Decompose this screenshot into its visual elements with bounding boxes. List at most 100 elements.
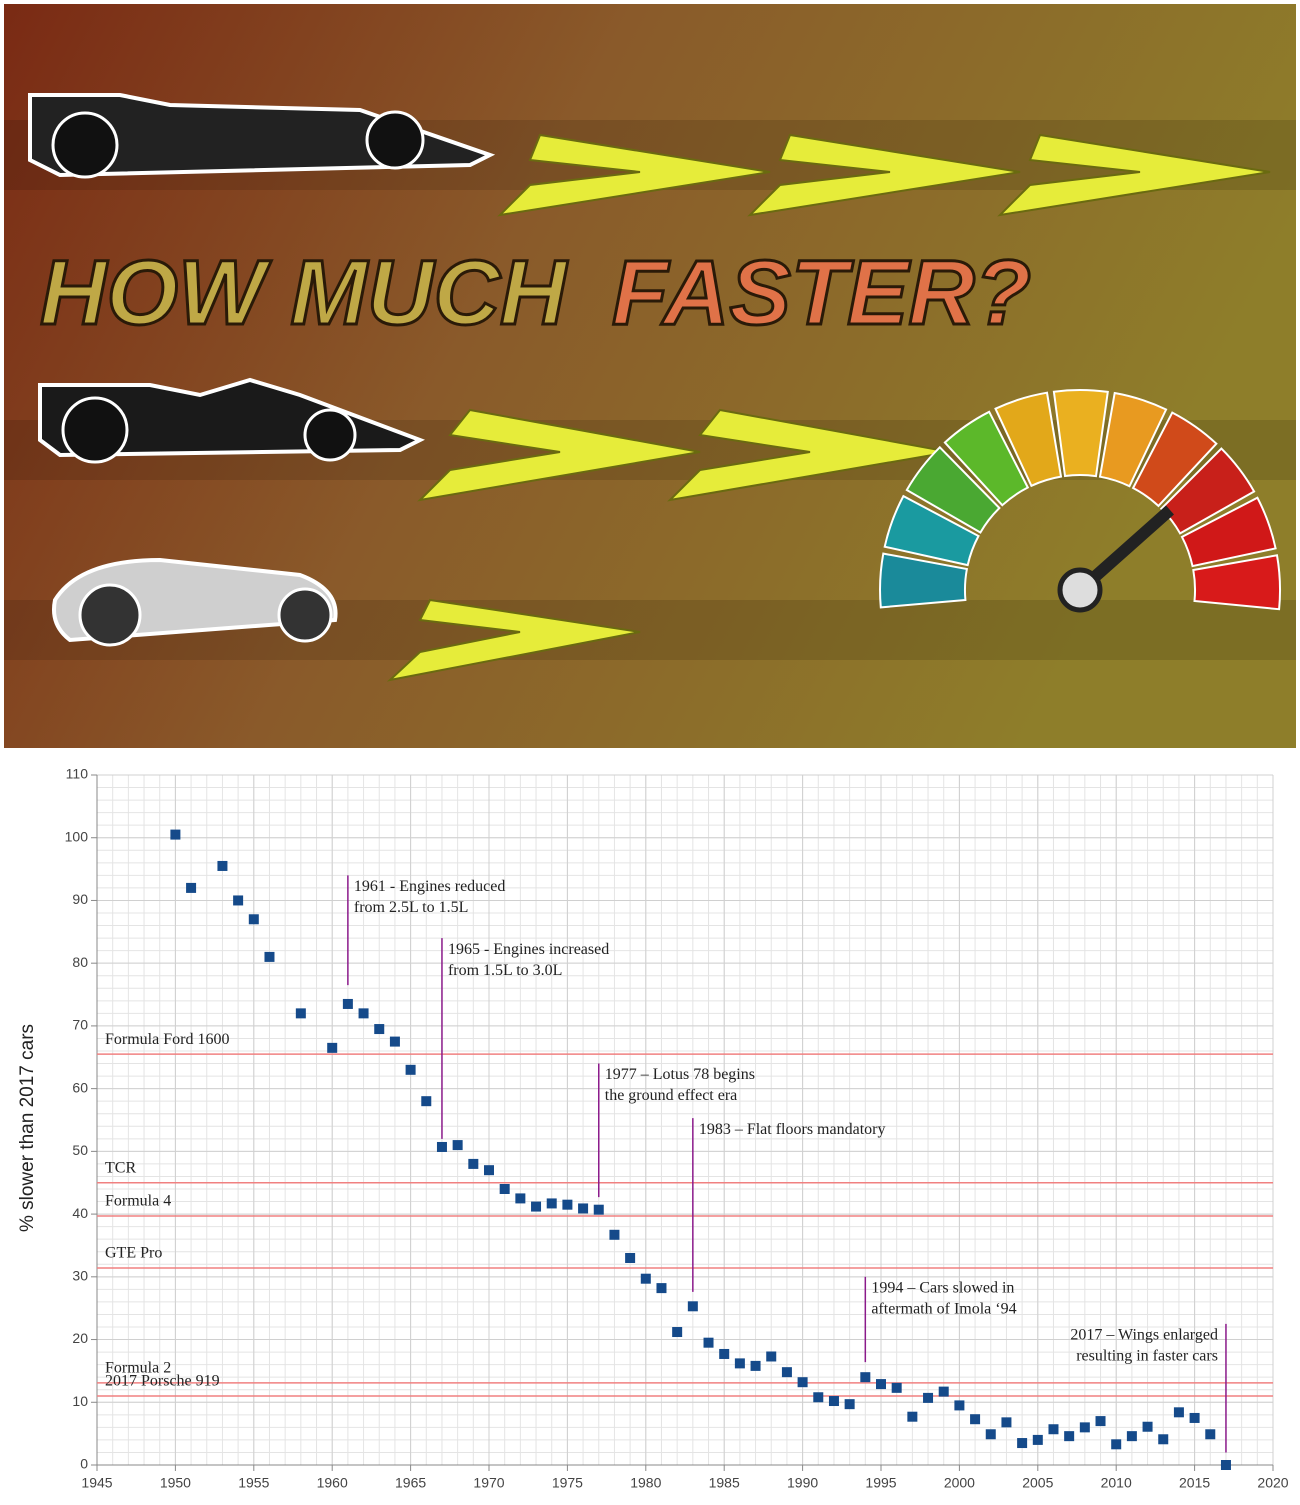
point xyxy=(452,1140,463,1151)
gauge-segment xyxy=(1098,391,1168,488)
point xyxy=(703,1337,714,1348)
reference-label: Formula 4 xyxy=(105,1193,171,1210)
point xyxy=(970,1414,981,1425)
point xyxy=(734,1358,745,1369)
point xyxy=(468,1158,479,1169)
y-tick-label: 60 xyxy=(72,1079,88,1095)
point xyxy=(907,1411,918,1422)
point xyxy=(719,1348,730,1359)
reference-label: TCR xyxy=(105,1159,136,1176)
point xyxy=(1079,1422,1090,1433)
gauge-segment xyxy=(1052,389,1109,478)
x-tick-label: 2015 xyxy=(1179,1475,1210,1491)
x-tick-label: 2000 xyxy=(944,1475,975,1491)
point xyxy=(578,1203,589,1214)
annotation-text: from 1.5L to 3.0L xyxy=(448,962,562,979)
y-tick-label: 10 xyxy=(72,1393,88,1409)
y-tick-label: 20 xyxy=(72,1330,88,1346)
point xyxy=(1142,1421,1153,1432)
point xyxy=(687,1301,698,1312)
banner: HOW MUCH FASTER? xyxy=(4,4,1296,748)
y-axis-label: % slower than 2017 cars xyxy=(17,1024,38,1232)
x-tick-label: 1965 xyxy=(395,1475,426,1491)
point xyxy=(985,1429,996,1440)
annotation-text: 1983 – Flat floors mandatory xyxy=(699,1121,886,1138)
x-tick-label: 1975 xyxy=(552,1475,583,1491)
point xyxy=(531,1201,542,1212)
point xyxy=(1064,1431,1075,1442)
point xyxy=(1032,1434,1043,1445)
point xyxy=(813,1392,824,1403)
x-tick-label: 1970 xyxy=(473,1475,504,1491)
point xyxy=(295,1008,306,1019)
reference-label: Formula Ford 1600 xyxy=(105,1031,229,1048)
reference-label: Formula 2 xyxy=(105,1359,171,1376)
point xyxy=(264,951,275,962)
point xyxy=(1048,1424,1059,1435)
gauge-segment xyxy=(1180,496,1277,568)
point xyxy=(436,1141,447,1152)
point xyxy=(766,1351,777,1362)
annotation-text: 1961 - Engines reduced xyxy=(354,878,506,895)
point xyxy=(1095,1416,1106,1427)
annotation-text: 1977 – Lotus 78 begins xyxy=(605,1066,755,1083)
point xyxy=(186,882,197,893)
x-tick-label: 1955 xyxy=(238,1475,269,1491)
y-tick-label: 50 xyxy=(72,1142,88,1158)
point xyxy=(170,829,181,840)
x-tick-label: 1990 xyxy=(787,1475,818,1491)
point xyxy=(923,1392,934,1403)
point xyxy=(797,1377,808,1388)
x-tick-label: 1995 xyxy=(865,1475,896,1491)
point xyxy=(562,1199,573,1210)
annotation-text: 2017 – Wings enlarged xyxy=(1070,1327,1218,1344)
point xyxy=(484,1165,494,1176)
car-modern xyxy=(28,93,496,179)
gauge-segment xyxy=(879,552,969,609)
annotation-text: 1965 - Engines increased xyxy=(448,941,609,958)
gauge-segment xyxy=(1192,554,1282,611)
point xyxy=(217,860,228,871)
x-tick-label: 1980 xyxy=(630,1475,661,1491)
point xyxy=(876,1379,886,1390)
x-tick-label: 2005 xyxy=(1022,1475,1053,1491)
point xyxy=(750,1360,761,1371)
point xyxy=(248,914,259,925)
needle-hub xyxy=(1057,567,1103,613)
point xyxy=(1001,1417,1012,1428)
y-tick-label: 90 xyxy=(72,891,88,907)
annotation-text: the ground effect era xyxy=(605,1087,738,1104)
annotation-text: resulting in faster cars xyxy=(1076,1348,1218,1365)
point xyxy=(828,1396,839,1407)
y-tick-label: 70 xyxy=(72,1017,88,1033)
x-tick-label: 1950 xyxy=(160,1475,191,1491)
x-tick-label: 2020 xyxy=(1257,1475,1288,1491)
point xyxy=(1220,1460,1231,1470)
reference-label: 2017 Porsche 919 xyxy=(105,1373,220,1390)
point xyxy=(1205,1429,1216,1440)
x-tick-label: 2010 xyxy=(1101,1475,1132,1491)
chart: % slower than 2017 cars 0 10 20 30 40 50 60 70 8… xyxy=(17,766,1289,1491)
point xyxy=(342,998,353,1009)
point xyxy=(609,1229,620,1240)
gauge-segment xyxy=(943,410,1030,507)
point xyxy=(515,1193,526,1204)
point xyxy=(546,1198,557,1209)
point xyxy=(233,895,244,906)
car-lotus xyxy=(38,377,425,464)
point xyxy=(405,1064,416,1075)
point xyxy=(672,1327,683,1338)
y-tick-label: 30 xyxy=(72,1268,88,1284)
point xyxy=(499,1184,510,1194)
gauge-segment xyxy=(994,391,1063,488)
point xyxy=(860,1372,871,1383)
x-tick-label: 1960 xyxy=(317,1475,348,1491)
reference-label: GTE Pro xyxy=(105,1245,162,1262)
point xyxy=(938,1386,949,1397)
point xyxy=(891,1382,902,1393)
gauge-segment xyxy=(883,494,980,567)
point xyxy=(954,1400,965,1411)
y-tick-label: 0 xyxy=(80,1456,88,1472)
